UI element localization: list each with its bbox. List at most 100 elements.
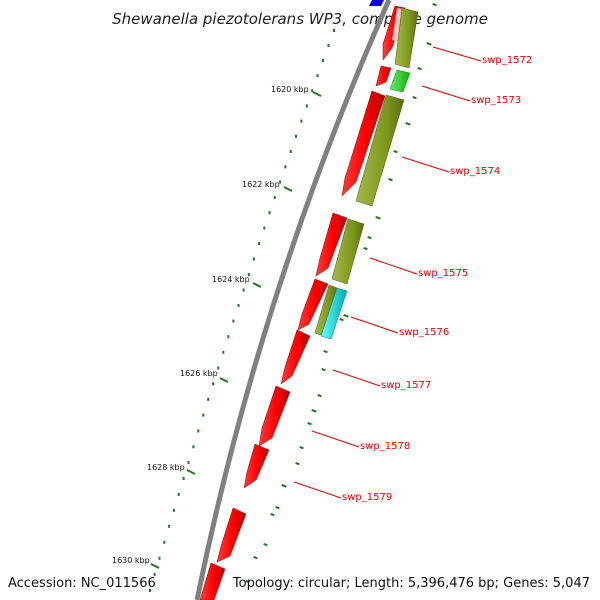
tick-dot [212, 382, 215, 386]
gene-arrow-1574[interactable] [341, 90, 386, 197]
leader-line-1579 [293, 481, 342, 499]
genome-summary-text: Topology: circular; Length: 5,396,476 bp… [232, 576, 590, 591]
cog-block-1575[interactable] [331, 218, 365, 285]
tick-dot [289, 150, 292, 153]
gene-label-1575[interactable]: swp_1575 [418, 268, 468, 279]
gene-arrow-1576[interactable] [297, 278, 329, 331]
leader-line-1576 [350, 316, 399, 334]
tick-label-1630: 1630 kbp [112, 556, 150, 565]
gc-skew-mark [323, 350, 328, 354]
tick-dot [168, 524, 171, 528]
tick-dot [187, 461, 190, 465]
tick-dot [197, 429, 200, 433]
leader-line-1573 [421, 85, 471, 102]
tick-dot [172, 508, 175, 512]
gc-skew-mark [339, 318, 344, 322]
cog-block-1576-cyan[interactable] [320, 287, 348, 340]
tick-dot [279, 180, 282, 184]
gc-skew-mark [405, 122, 411, 126]
tick-label-1624: 1624 kbp [212, 275, 250, 284]
tick-dot [237, 304, 240, 307]
genome-backbone [194, 0, 392, 600]
leader-line-1572 [432, 46, 482, 62]
tick-dot [177, 492, 180, 496]
leader-line-1574 [401, 156, 450, 173]
tick-dot [311, 89, 314, 93]
tick-labels: 1620 kbp 1622 kbp 1624 kbp 1626 kbp 1628… [112, 85, 322, 569]
leader-line-1578 [311, 430, 360, 448]
tick-mark-1630 [150, 563, 160, 569]
gc-skew-mark [321, 368, 326, 372]
gc-skew-mark [343, 314, 349, 318]
gc-skew-track [245, 2, 437, 584]
gc-skew-mark [275, 505, 280, 510]
tick-label-1622: 1622 kbp [242, 180, 280, 189]
leader-line-1577 [332, 369, 381, 387]
tick-dots [149, 29, 335, 592]
tick-dot [217, 366, 220, 370]
leader-line-1575 [369, 257, 418, 275]
tick-dot [153, 572, 156, 576]
gc-skew-mark [295, 462, 300, 466]
cog-block-1574[interactable] [355, 94, 405, 207]
gene-arrow-1575[interactable] [315, 212, 348, 277]
gene-arrow-1581[interactable] [199, 562, 226, 600]
gc-skew-mark [307, 422, 312, 426]
gc-skew-mark [367, 236, 372, 240]
gene-label-1578[interactable]: swp_1578 [360, 441, 410, 452]
tick-dot [273, 195, 276, 199]
gene-label-1573[interactable]: swp_1573 [471, 95, 521, 106]
cog-block-1573[interactable] [389, 69, 411, 93]
gc-skew-mark [253, 556, 258, 560]
gene-label-1579[interactable]: swp_1579 [342, 492, 392, 503]
gene-label-1577[interactable]: swp_1577 [381, 380, 431, 391]
tick-dot [333, 29, 335, 32]
gene-label-1576[interactable]: swp_1576 [399, 327, 449, 338]
top-feature-marker [369, 0, 384, 6]
tick-dot [316, 74, 319, 78]
tick-dot [300, 119, 303, 123]
gc-skew-mark [317, 393, 322, 398]
tick-dot [268, 211, 271, 215]
tick-dot [227, 335, 230, 339]
gene-arrow-1580[interactable] [216, 507, 247, 563]
tick-dot [305, 104, 308, 108]
gene-label-1574[interactable]: swp_1574 [450, 166, 500, 177]
gc-skew-mark [270, 513, 275, 517]
gc-skew-mark [375, 216, 381, 220]
accession-text: Accession: NC_011566 [8, 576, 156, 591]
gene-arrow-1577[interactable] [280, 329, 311, 385]
tick-label-1620: 1620 kbp [271, 85, 309, 94]
tick-dot [182, 477, 185, 480]
tick-dot [158, 556, 161, 560]
gene-arrow-1573[interactable] [375, 65, 392, 87]
tick-dot [242, 288, 245, 292]
gene-label-1572[interactable]: swp_1572 [482, 55, 532, 66]
cog-block-1572[interactable] [394, 7, 419, 69]
tick-dot [163, 540, 166, 544]
gc-skew-mark [426, 42, 432, 46]
tick-mark-1622 [283, 186, 293, 192]
forward-gene-track [199, 5, 406, 600]
tick-dot [222, 350, 225, 354]
tick-mark-1628 [186, 469, 196, 475]
tick-dot [149, 589, 151, 592]
tick-dot [252, 257, 255, 261]
tick-label-1628: 1628 kbp [147, 463, 185, 472]
tick-dot [295, 134, 297, 138]
gene-arrow-1578[interactable] [258, 385, 291, 447]
tick-mark-1626 [219, 377, 229, 383]
gc-skew-mark [417, 67, 422, 71]
tick-dot [327, 44, 330, 47]
tick-dot [232, 319, 235, 323]
tick-dot [263, 226, 266, 230]
gc-skew-mark [432, 2, 437, 7]
gc-skew-mark [311, 408, 317, 413]
map-title: Shewanella piezotolerans WP3, complete g… [112, 10, 488, 28]
gene-labels: swp_1572 swp_1573 swp_1574 swp_1575 swp_… [293, 46, 532, 503]
gene-arrow-1579[interactable] [243, 443, 270, 489]
gc-skew-mark [245, 580, 250, 584]
gc-skew-mark [281, 484, 287, 488]
tick-dot [192, 445, 195, 449]
